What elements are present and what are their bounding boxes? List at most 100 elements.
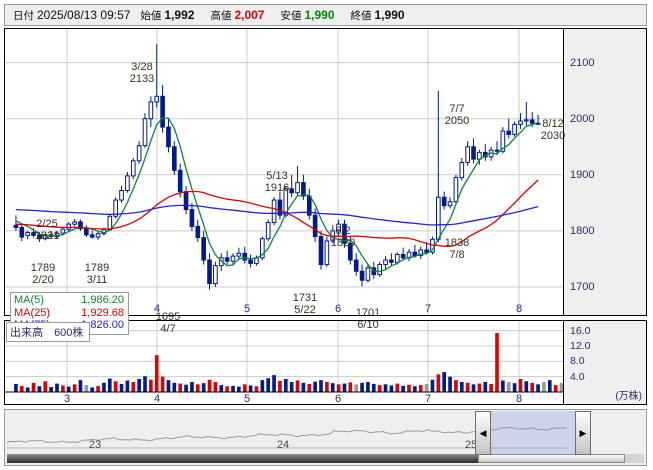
volume-y-tick: 16.0 [570,324,591,337]
low-label: 安値 [280,9,302,22]
price-y-tick: 2100 [570,56,595,69]
annotation-line2: 1821 [34,229,60,242]
low-value: 1,990 [304,7,335,22]
ma5-name: MA(5) [14,294,44,306]
annotation-line2: 5/22 [294,303,316,316]
price-y-tick: 1700 [570,280,595,293]
annotation-line1: 1695 [155,311,181,323]
annotation-line1: 1731 [292,292,318,304]
annotation-line2: 2050 [444,114,470,127]
low-group: 安値 1,990 [280,8,334,23]
price-y-axis: 2100 2000 1900 1800 1700 [563,29,646,315]
price-y-tick: 2000 [570,112,595,125]
price-y-tick: 1800 [570,224,595,237]
volume-legend: 出来高 600株 [6,322,91,342]
svg-text:8: 8 [516,393,522,404]
svg-text:4: 4 [154,303,160,315]
svg-text:6: 6 [335,303,341,315]
date-label: 日付 [13,9,34,22]
price-annotation: 1701 6/10 [355,307,381,331]
open-label: 始値 [140,9,162,22]
annotation-line1: 7/7 [449,103,465,115]
navigator-svg [7,426,567,449]
annotation-line1: 2/25 [36,218,58,230]
ma5-value: 1,986.20 [81,294,124,306]
price-annotation: 1789 3/11 [85,262,109,286]
price-annotation: 1731 5/22 [292,292,318,316]
svg-text:7: 7 [425,393,431,404]
navigator-right-handle[interactable]: ▶ [575,411,591,455]
ma-legend-row: MA(25) 1,929.68 [14,307,124,320]
volume-unit-label: (万株) [615,391,642,402]
close-label: 終値 [350,9,372,22]
annotation-line2: 3/11 [86,273,108,286]
annotation-line1: 5/13 [266,170,288,182]
svg-text:5: 5 [244,303,250,315]
annotation-line2: 7/8 [449,248,465,261]
volume-chart-panel[interactable]: 3 4 5 6 7 8 出来高 600株 4.0 8.0 12.0 16.0 (万株) [4,320,647,405]
annotation-line2: 6/10 [357,318,379,331]
volume-y-axis: 4.0 8.0 12.0 16.0 (万株) [563,321,646,404]
volume-label: 出来高 [10,327,43,339]
svg-text:4: 4 [154,393,160,404]
navigator-year-label: 24 [276,439,290,451]
price-annotation: 5/13 1916 [264,170,290,194]
navigator-plot[interactable] [7,412,567,454]
price-annotation: 1838 7/8 [445,237,469,261]
svg-text:7: 7 [425,303,431,315]
volume-y-tick: 8.0 [570,355,585,368]
price-annotation: 3/28 2133 [129,61,155,85]
annotation-line2: 2133 [129,72,155,85]
annotation-line2: 4/7 [160,322,176,335]
annotation-line2: 2/20 [32,273,54,286]
volume-y-tick: 12.0 [570,340,591,352]
ma25-name: MA(25) [14,306,51,319]
price-annotation: 1695 4/7 [155,311,181,335]
high-group: 高値 2,007 [210,8,264,23]
date-group: 日付 2025/08/13 09:57 [13,8,130,23]
open-group: 始値 1,992 [140,8,194,23]
volume-plot-area[interactable]: 3 4 5 6 7 8 [5,321,563,404]
annotation-line2: 1916 [264,181,290,194]
svg-text:6: 6 [335,393,341,404]
quote-info-bar: 日付 2025/08/13 09:57 始値 1,992 高値 2,007 安値… [4,4,647,26]
svg-text:5: 5 [244,393,250,404]
open-value: 1,992 [164,7,195,22]
ma25-value: 1,929.68 [81,306,124,319]
scrollbar-track-left [7,454,479,463]
price-annotation: 1789 2/20 [30,262,56,286]
date-value: 2025/08/13 09:57 [37,7,131,22]
annotation-line2: 2030 [540,129,566,142]
high-value: 2,007 [234,7,265,22]
volume-value: 600株 [54,327,84,339]
price-y-tick: 1900 [570,168,595,181]
annotation-line1: 6/2 [335,225,351,237]
high-label: 高値 [210,9,232,22]
annotation-line1: 1701 [355,307,381,319]
volume-y-tick: 4.0 [570,370,585,383]
navigator-year-label: 25 [464,439,478,451]
price-annotation: 7/7 2050 [444,103,470,127]
price-annotation: 8/12 2030 [540,118,566,142]
ma-legend-row: MA(5) 1,986.20 [14,294,124,307]
close-group: 終値 1,990 [351,8,405,23]
navigator-scrollbar[interactable] [7,454,644,463]
navigator-selection[interactable] [483,411,585,455]
annotation-line1: 1789 [30,262,56,274]
navigator-left-handle[interactable]: ◀ [475,411,491,455]
navigator-year-label: 23 [88,439,102,451]
price-annotation: 6/2 1820 [330,225,356,249]
price-annotation: 2/25 1821 [34,218,60,242]
volume-svg: 3 4 5 6 7 8 [5,321,563,404]
ma75-value: 1,826.00 [81,319,124,331]
svg-text:3: 3 [64,393,70,404]
annotation-line2: 1820 [330,236,356,249]
scrollbar-thumb[interactable] [478,454,625,463]
annotation-line1: 8/12 [542,118,564,130]
close-value: 1,990 [374,7,405,22]
range-navigator[interactable]: 23 24 25 ◀ ▶ [4,409,647,466]
